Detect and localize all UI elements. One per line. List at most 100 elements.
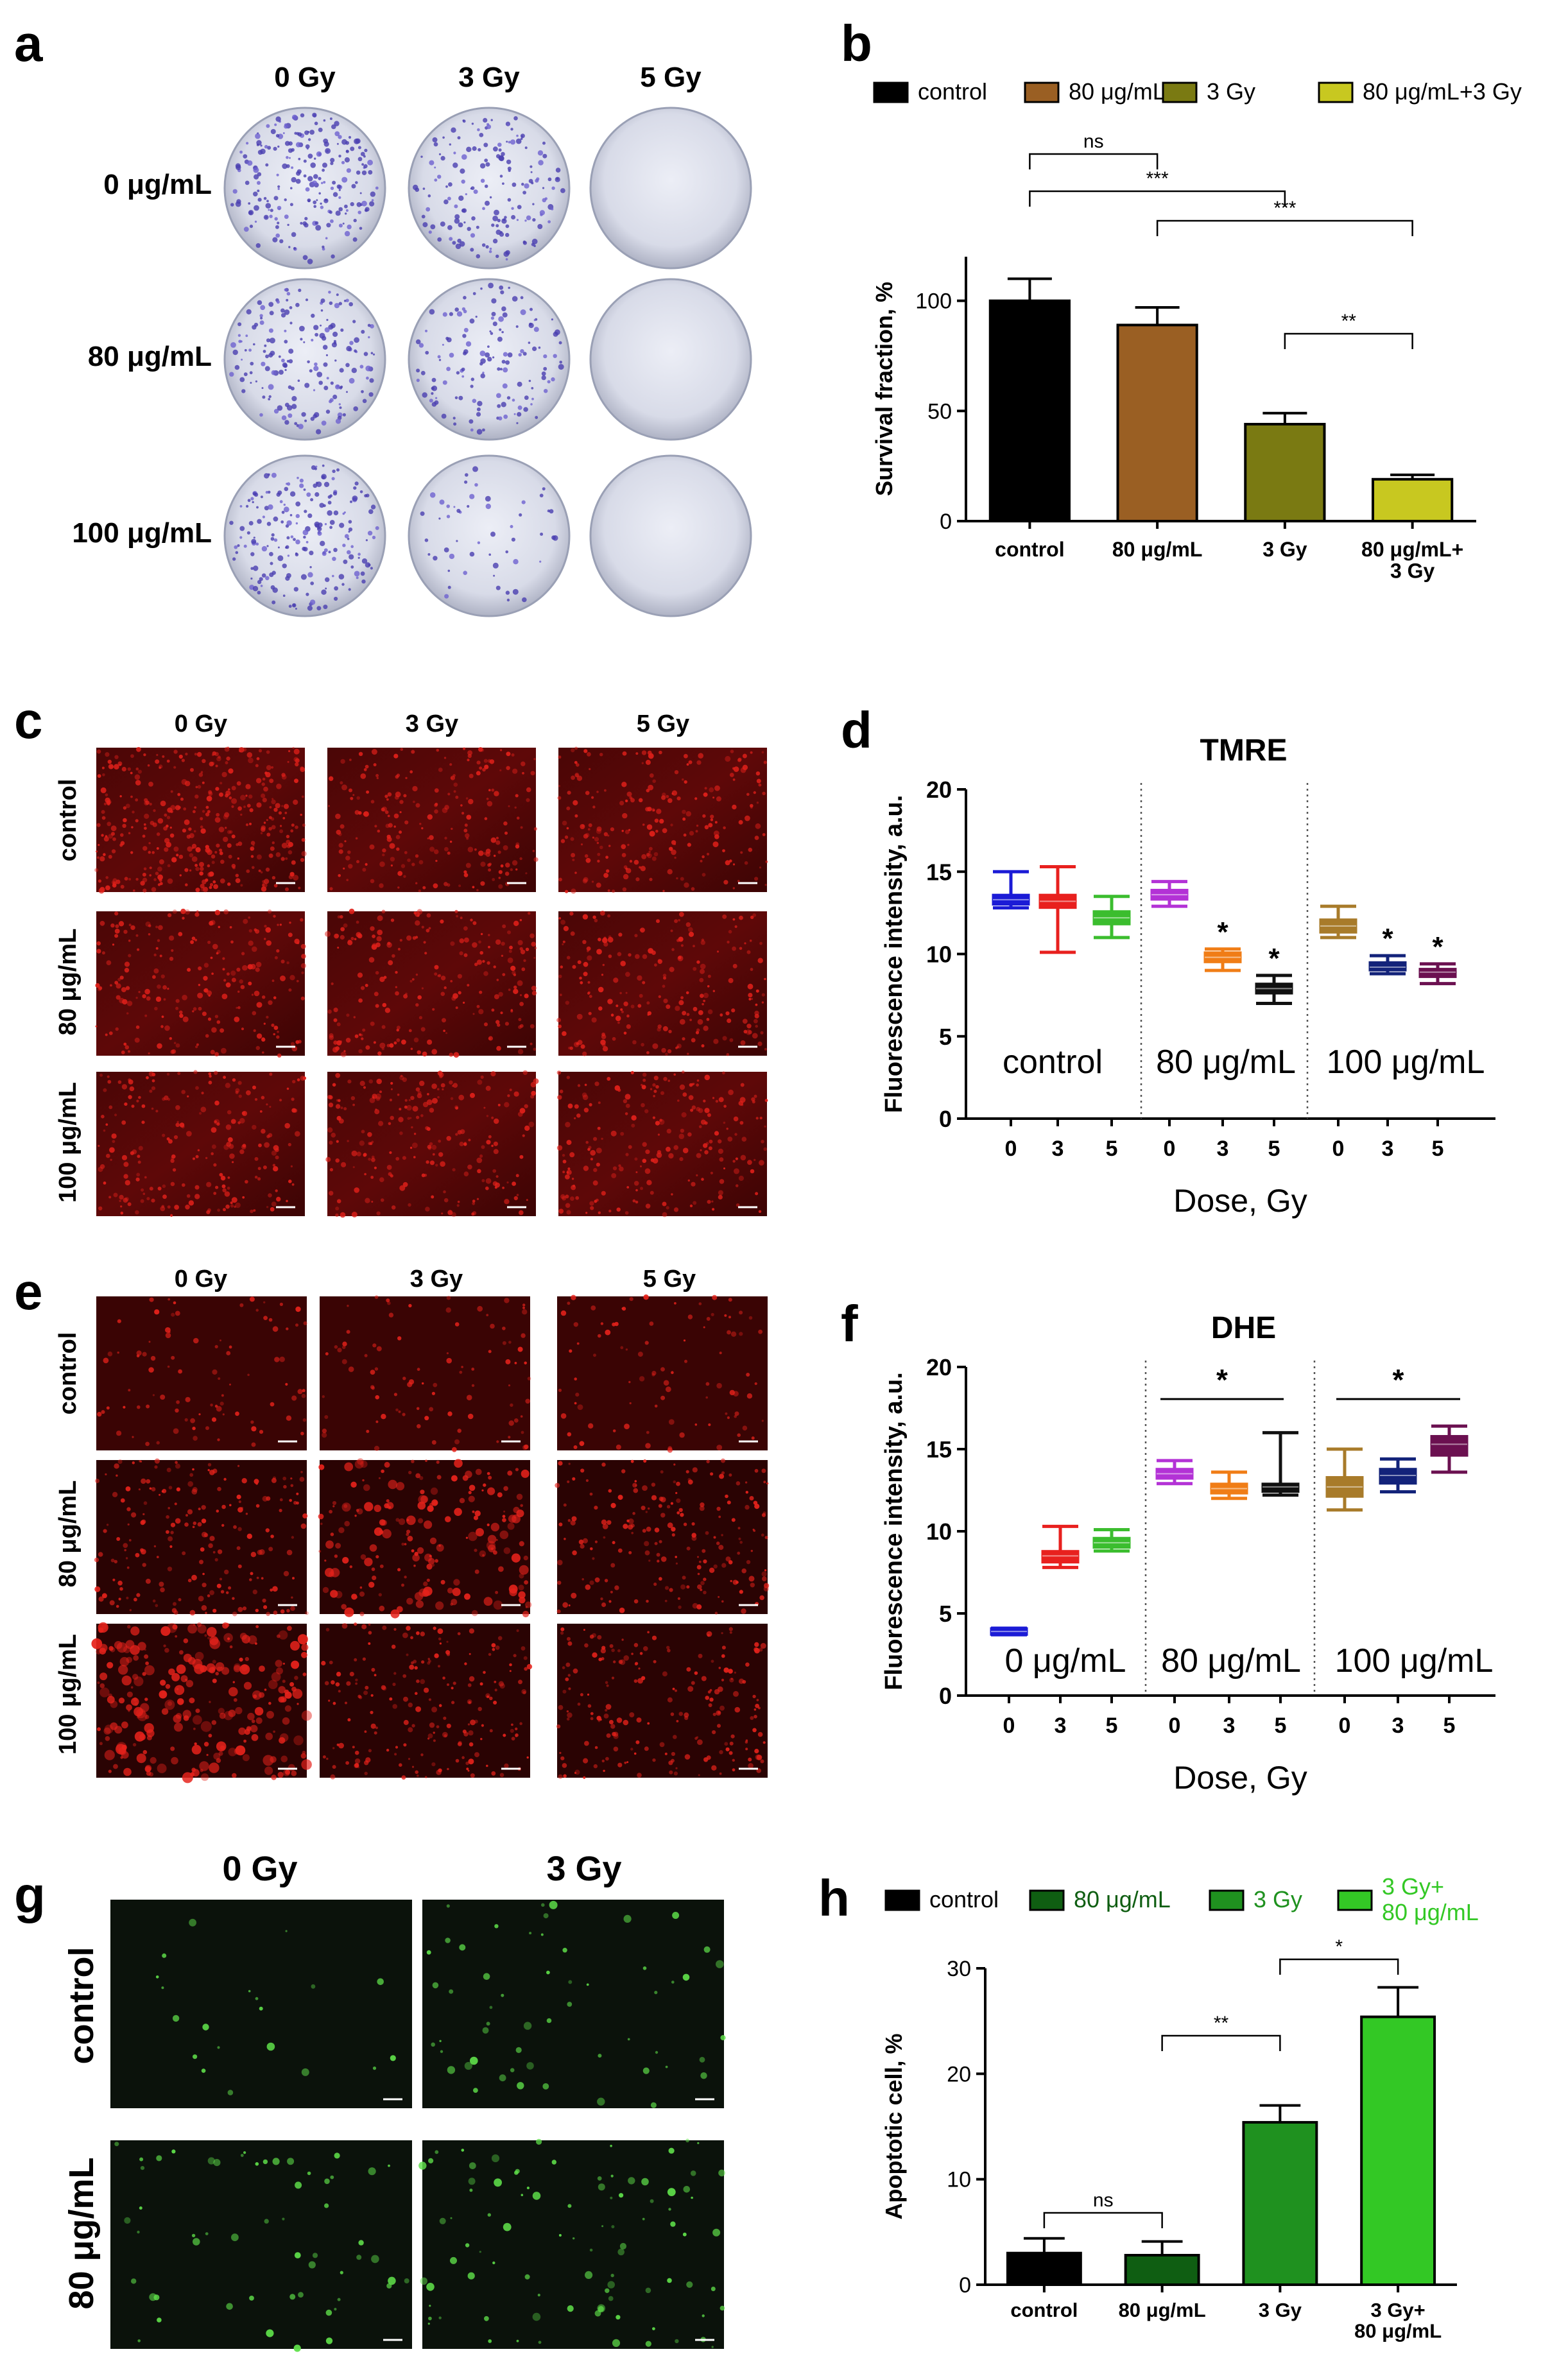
y-axis-title: Fluorescence intensity, a.u. (881, 1372, 908, 1690)
culture-dish (408, 454, 571, 617)
bar (988, 299, 1071, 522)
significance-bracket (1043, 2212, 1163, 2228)
x-tick-label: 0 (1003, 1714, 1015, 1738)
y-tick-label: 10 (926, 941, 952, 968)
panel-c-col-label: 3 Gy (406, 710, 458, 737)
chart-title: TMRE (1200, 734, 1288, 768)
micrograph-background (96, 1296, 307, 1450)
box-plot (1092, 895, 1131, 940)
cell-signal (555, 1458, 770, 1615)
micrograph-background (558, 911, 767, 1056)
box-plot (1155, 1459, 1194, 1486)
micrograph-tile (94, 1458, 309, 1617)
bar (1242, 2120, 1318, 2287)
legend-swatch (1162, 82, 1198, 103)
y-tick-label: 20 (926, 1354, 952, 1380)
micrograph-tile (91, 1622, 312, 1783)
group-label: control (1003, 1044, 1103, 1081)
box-plot (1379, 1457, 1417, 1494)
box-plot (1325, 1447, 1364, 1512)
colony-dots (229, 288, 375, 434)
x-category-label: 3 Gy+ (1370, 2299, 1425, 2321)
box-iqr (1418, 968, 1457, 978)
x-category-label: 3 Gy (1262, 538, 1307, 561)
panel-a-row-label: 100 μg/mL (72, 517, 212, 549)
box-iqr (1368, 961, 1407, 972)
box-plot (1261, 1431, 1300, 1497)
panel-label-a: a (14, 15, 43, 72)
box-plot (1041, 1524, 1080, 1569)
significance-bracket (1284, 332, 1413, 349)
chart-d-tmre: TMRE 0 5 10 15 20 Fluorescence intensity, a.u.… (881, 734, 1495, 1219)
panel-c-row-label: 100 μg/mL (55, 1082, 82, 1203)
chart-b-survival: 0 50 100 Survival fraction, % control 80 μg/m… (871, 78, 1522, 583)
y-tick-label: 15 (926, 859, 952, 885)
cell-signal (556, 1627, 766, 1779)
y-axis-title: Apoptotic cell, % (881, 2033, 907, 2219)
micrograph-background (96, 911, 305, 1056)
significance-label: *** (1146, 168, 1169, 189)
significance-star: * (1432, 931, 1443, 963)
x-tick-label: 0 (1339, 1714, 1351, 1738)
panel-g-row-label: control (62, 1947, 101, 2065)
dish-plate (223, 278, 386, 441)
x-tick-label: 5 (1443, 1714, 1456, 1738)
micrograph-tile (110, 1900, 412, 2108)
panel-a-row-label: 0 μg/mL (103, 169, 212, 200)
colony-dots (413, 116, 565, 261)
x-category-label: 80 μg/mL (1354, 2320, 1442, 2342)
panel-c-col-label: 5 Gy (637, 710, 689, 737)
x-category-label: 80 μg/mL (1119, 2299, 1206, 2321)
micrograph-background (557, 1460, 768, 1614)
colony-dots (415, 282, 564, 435)
culture-dish (223, 454, 386, 617)
micrograph-tile (96, 1296, 307, 1450)
significance-label: ** (1341, 311, 1357, 332)
x-tick-label: 0 (1164, 1137, 1176, 1161)
legend-label: 80 μg/mL (1382, 1899, 1479, 1925)
significance-bracket (1029, 153, 1159, 169)
panel-g-col-label: 0 Gy (222, 1850, 297, 1888)
x-tick-label: 5 (1268, 1137, 1280, 1161)
panel-e-col-label: 0 Gy (175, 1266, 227, 1293)
significance-label: *** (1273, 198, 1296, 219)
micrograph-tile (325, 908, 537, 1058)
cell-signal (155, 1918, 396, 2095)
legend-swatch (1337, 1889, 1373, 1911)
culture-dish (223, 107, 386, 270)
x-category-label: 80 μg/mL+ (1361, 538, 1463, 561)
y-tick-label: 0 (940, 510, 952, 534)
cell-signal (97, 1296, 307, 1447)
x-tick-label: 0 (1005, 1137, 1017, 1161)
chart-f-dhe: DHE 0 5 10 15 20 Fluorescence intensity, a.u. D… (881, 1311, 1495, 1796)
x-tick-label: 5 (1432, 1137, 1444, 1161)
micrograph-tile (327, 747, 538, 893)
x-tick-label: 3 (1052, 1137, 1064, 1161)
legend-swatch (884, 1889, 920, 1911)
legend-label: control (929, 1886, 999, 1912)
cell-signal (418, 2138, 725, 2348)
micrograph-tile (422, 1900, 726, 2108)
panel-c-tmre-images: 0 Gy 3 Gy 5 Gy control 80 μg/mL 100 μg/m… (55, 710, 768, 1218)
dish-plate (408, 107, 571, 270)
box-iqr (1430, 1435, 1469, 1457)
bar (1006, 2251, 1082, 2286)
culture-dish (589, 278, 752, 441)
cell-signal (322, 1295, 531, 1452)
x-tick-label: 5 (1275, 1714, 1287, 1738)
bar (1244, 422, 1326, 523)
legend-label: 80 μg/mL (1069, 78, 1166, 105)
y-tick-label: 0 (939, 1106, 952, 1132)
micrograph-tile (95, 908, 306, 1058)
box-plot (1150, 880, 1189, 908)
cell-signal (94, 1458, 309, 1617)
panel-label-d: d (841, 701, 872, 759)
cell-signal (94, 746, 307, 894)
panel-g-apoptosis-images: 0 Gy 3 Gy control 80 μg/mL (62, 1850, 726, 2352)
panel-c-col-label: 0 Gy (175, 710, 227, 737)
cell-signal (328, 747, 538, 893)
micrograph-background (327, 748, 536, 892)
cell-signal (318, 1458, 532, 1619)
